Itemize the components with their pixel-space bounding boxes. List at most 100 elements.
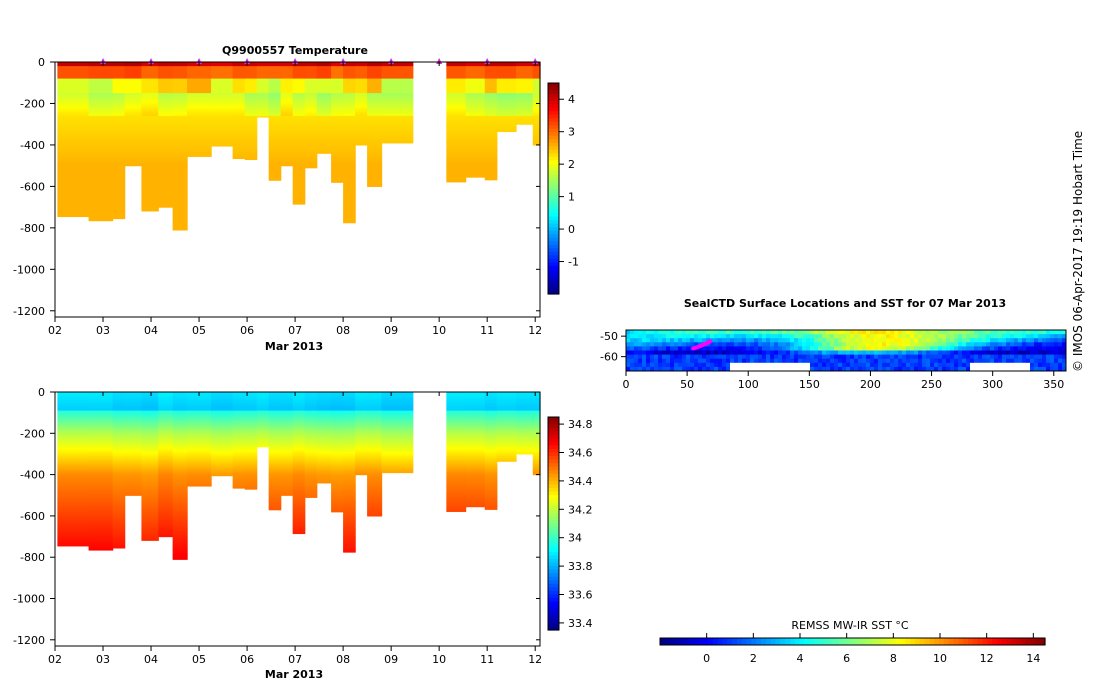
sst-cell (1010, 366, 1015, 372)
profile-cell (172, 209, 188, 212)
profile-cell (496, 425, 517, 428)
profile-cell (465, 460, 486, 463)
profile-cell (532, 91, 541, 94)
profile-cell (343, 422, 356, 426)
profile-cell (112, 530, 126, 534)
profile-cell (331, 451, 344, 455)
colorbar-segment (548, 195, 559, 200)
profile-cell (112, 499, 126, 503)
colorbar-segment (548, 566, 559, 571)
profile-cell (292, 182, 306, 185)
profile-cell (484, 103, 498, 107)
sst-cell (1050, 362, 1055, 368)
sst-cell (938, 346, 943, 351)
profile-cell (88, 478, 114, 482)
sst-cell (742, 342, 747, 347)
sst-cell (922, 354, 927, 360)
profile-cell (211, 99, 234, 102)
profile-cell (304, 404, 318, 408)
profile-cell (141, 80, 159, 84)
profile-cell (343, 478, 356, 482)
sst-cell (974, 334, 979, 339)
sst-cell (694, 338, 699, 343)
profile-cell (343, 462, 356, 465)
profile-cell (158, 412, 174, 416)
sst-cell (922, 358, 927, 364)
sst-cell (1038, 354, 1043, 360)
colorbar-tick-label: 34.4 (568, 475, 593, 488)
profile-cell (465, 422, 486, 426)
profile-cell (172, 70, 188, 73)
sst-cell (698, 338, 703, 343)
sst-cell (834, 346, 839, 351)
profile-cell (343, 486, 356, 490)
profile-cell (292, 515, 306, 519)
sst-cell (846, 338, 851, 343)
sst-cell (970, 350, 975, 356)
x-tick-label: 02 (48, 324, 62, 337)
sst-cell (694, 358, 699, 364)
sst-cell (1050, 366, 1055, 372)
profile-cell (496, 93, 517, 96)
profile-cell (316, 130, 332, 134)
profile-cell (331, 484, 344, 488)
sst-cell (706, 362, 711, 368)
sst-cell (914, 330, 919, 335)
profile-cell (88, 74, 114, 78)
profile-cell (268, 126, 282, 129)
sst-cell (702, 346, 707, 351)
sst-cell (1054, 342, 1059, 347)
sst-cell (726, 338, 731, 343)
profile-cell (187, 132, 212, 136)
sst-cell (718, 342, 723, 347)
map-x-tick-label: 0 (623, 378, 630, 391)
profile-cell (187, 422, 212, 426)
profile-cell (367, 155, 383, 158)
profile-cell (355, 462, 368, 465)
sst-cell (806, 346, 811, 351)
sst-cell (1018, 330, 1023, 335)
sst-cell (1014, 366, 1019, 372)
profile-cell (88, 113, 114, 117)
profile-cell (280, 392, 294, 395)
profile-cell (496, 109, 517, 113)
sst-cell (634, 362, 639, 368)
profile-cell (88, 165, 114, 169)
profile-cell (172, 478, 188, 482)
profile-cell (268, 422, 282, 426)
profile-cell (280, 120, 294, 123)
profile-cell (268, 497, 282, 500)
profile-cell (141, 536, 159, 540)
profile-cell (256, 105, 270, 109)
profile-cell (172, 524, 188, 527)
sst-cell (846, 342, 851, 347)
sst-cell (910, 362, 915, 368)
profile-cell (88, 211, 114, 214)
profile-cell (158, 433, 174, 436)
sst-cell (690, 330, 695, 335)
profile-cell (446, 147, 467, 150)
sst-cell (674, 354, 679, 360)
sst-cell (642, 342, 647, 347)
profile-cell (316, 103, 332, 107)
profile-cell (280, 443, 294, 447)
profile-26 (515, 392, 534, 455)
profile-cell (484, 91, 498, 94)
profile-cell (141, 402, 159, 405)
profile-cell (187, 441, 212, 445)
profile-cell (112, 151, 126, 154)
sst-cell (694, 366, 699, 372)
profile-cell (141, 443, 159, 447)
profile-cell (232, 460, 246, 463)
x-tick-label: 06 (240, 324, 254, 337)
profile-cell (316, 400, 332, 403)
profile-cell (112, 95, 126, 98)
sst-colorbar-segment (847, 638, 854, 645)
sst-cell (830, 366, 835, 372)
profile-cell (244, 418, 258, 422)
sst-cell (902, 354, 907, 360)
sst-cell (794, 346, 799, 351)
sst-cell (878, 330, 883, 335)
profile-cell (484, 138, 498, 142)
profile-cell (158, 115, 174, 119)
